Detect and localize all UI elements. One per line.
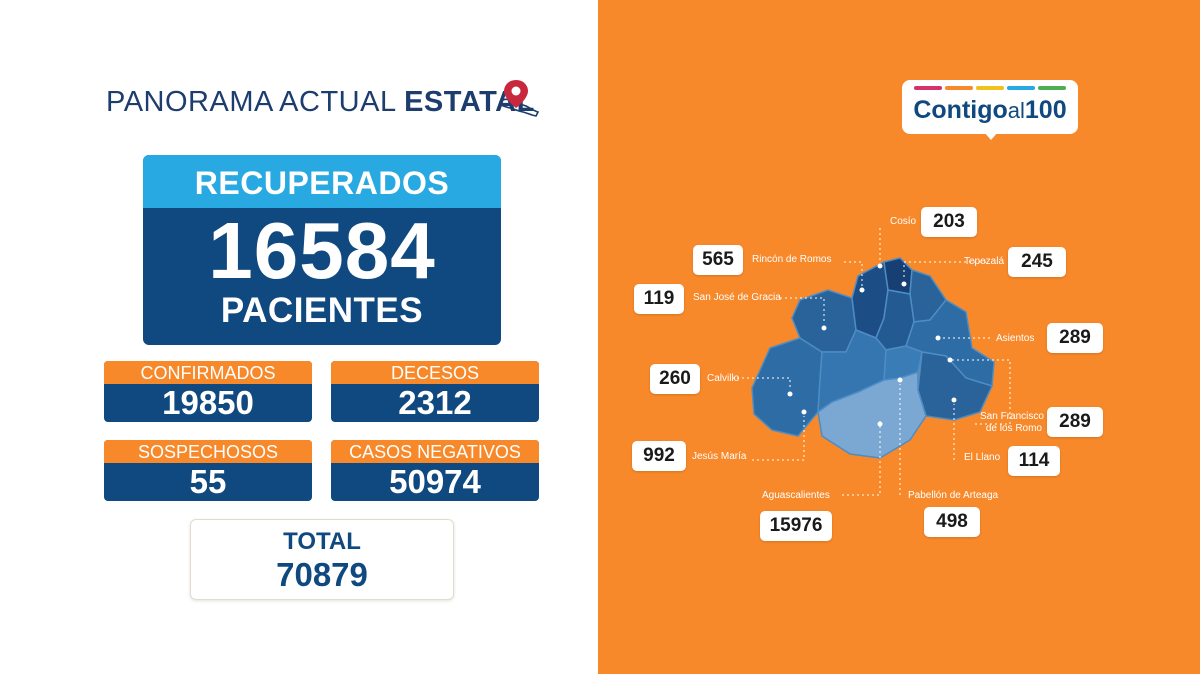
label-san-francisco: San Francisco de los Romo xyxy=(980,411,1044,435)
mexico-location-pin-icon xyxy=(499,80,540,117)
logo-num: 100 xyxy=(1024,96,1067,124)
logo-text: Contigoal100 xyxy=(902,92,1078,129)
label-rincon-de-romos: Rincón de Romos xyxy=(752,254,832,265)
logo-stripe xyxy=(1038,86,1066,90)
confirmados-card: CONFIRMADOS 19850 xyxy=(104,361,312,422)
sospechosos-label: SOSPECHOSOS xyxy=(104,440,312,463)
total-value: 70879 xyxy=(276,556,368,593)
recuperados-card: RECUPERADOS 16584 PACIENTES xyxy=(143,155,501,345)
sospechosos-value: 55 xyxy=(189,463,227,500)
label-san-francisco-line2: de los Romo xyxy=(985,423,1042,434)
value-cosio: 203 xyxy=(921,207,977,237)
contigo-al-100-logo: Contigoal100 xyxy=(902,80,1078,134)
value-pabellon-de-arteaga: 498 xyxy=(924,507,980,537)
logo-stripe xyxy=(914,86,942,90)
decesos-label: DECESOS xyxy=(331,361,539,384)
decesos-value: 2312 xyxy=(398,384,472,421)
label-pabellon-de-arteaga: Pabellón de Arteaga xyxy=(908,490,999,501)
label-aguascalientes: Aguascalientes xyxy=(762,490,830,501)
value-calvillo: 260 xyxy=(650,364,700,394)
logo-al: al xyxy=(1007,98,1025,123)
casos-negativos-label: CASOS NEGATIVOS xyxy=(331,440,539,463)
logo-stripe xyxy=(976,86,1004,90)
label-tepezala: Tepezalá xyxy=(964,256,1005,267)
region-cosio xyxy=(883,257,913,295)
label-el-llano: El Llano xyxy=(964,452,1001,463)
value-el-llano: 114 xyxy=(1008,446,1060,476)
stats-panel: PANORAMA ACTUAL ESTATAL RECUPERADOS 1658… xyxy=(0,0,598,674)
value-jesus-maria: 992 xyxy=(632,441,686,471)
label-asientos: Asientos xyxy=(996,333,1035,344)
value-san-francisco: 289 xyxy=(1047,407,1103,437)
recuperados-value: 16584 xyxy=(208,206,436,295)
value-asientos: 289 xyxy=(1047,323,1103,353)
logo-main: Contigo xyxy=(913,96,1008,124)
logo-stripe xyxy=(1007,86,1035,90)
label-jesus-maria: Jesús María xyxy=(692,451,747,462)
total-label: TOTAL xyxy=(283,528,361,555)
confirmados-label: CONFIRMADOS xyxy=(104,361,312,384)
value-tepezala: 245 xyxy=(1008,247,1066,277)
recuperados-label: RECUPERADOS xyxy=(143,155,501,208)
value-san-jose-de-gracia: 119 xyxy=(634,284,684,314)
label-calvillo: Calvillo xyxy=(707,373,740,384)
recuperados-unit: PACIENTES xyxy=(220,291,424,330)
sospechosos-card: SOSPECHOSOS 55 xyxy=(104,440,312,501)
region-aguascalientes xyxy=(817,370,927,459)
region-calvillo xyxy=(751,337,823,437)
label-san-jose-de-gracia: San José de Gracia xyxy=(693,292,781,303)
label-san-francisco-line1: San Francisco xyxy=(980,411,1044,422)
value-aguascalientes: 15976 xyxy=(760,511,832,541)
casos-negativos-card: CASOS NEGATIVOS 50974 xyxy=(331,440,539,501)
casos-negativos-value: 50974 xyxy=(389,463,481,500)
confirmados-value: 19850 xyxy=(162,384,254,421)
label-cosio: Cosío xyxy=(890,216,917,227)
logo-stripe xyxy=(945,86,973,90)
logo-speech-tail xyxy=(984,132,998,140)
title-light: PANORAMA ACTUAL xyxy=(106,86,396,118)
decesos-card: DECESOS 2312 xyxy=(331,361,539,422)
total-card: TOTAL 70879 xyxy=(190,519,454,600)
value-rincon-de-romos: 565 xyxy=(693,245,743,275)
logo-stripes xyxy=(914,86,1066,90)
